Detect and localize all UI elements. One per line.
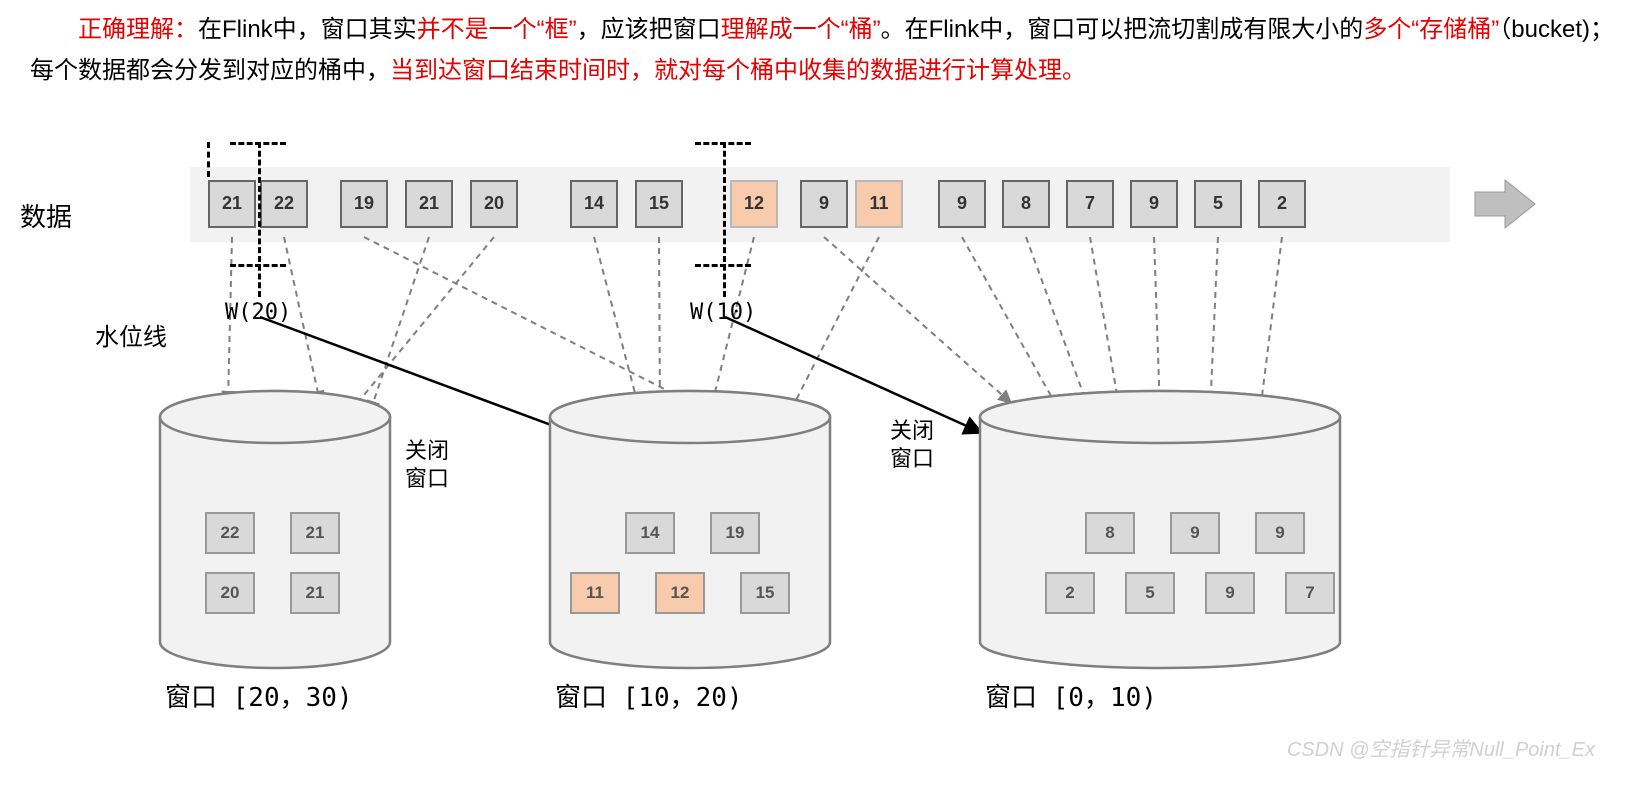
stream-box: 9	[938, 180, 986, 228]
bucket-label: 窗口 [0，10)	[985, 677, 1157, 714]
bucket-cell: 9	[1170, 512, 1220, 554]
csdn-watermark: CSDN @空指针异常Null_Point_Ex	[1287, 733, 1595, 762]
close-window-label: 关闭窗口	[405, 437, 449, 494]
explanation-text: 正确理解：在Flink中，窗口其实并不是一个“框”，应该把窗口理解成一个“桶”。…	[10, 10, 1636, 112]
stream-box: 12	[730, 180, 778, 228]
stream-box: 21	[405, 180, 453, 228]
bucket-cell: 21	[290, 512, 340, 554]
stream-box: 22	[260, 180, 308, 228]
stream-box: 7	[1066, 180, 1114, 228]
bucket-cell: 8	[1085, 512, 1135, 554]
stream-box: 11	[855, 180, 903, 228]
stream-box: 20	[470, 180, 518, 228]
bucket-cell: 9	[1255, 512, 1305, 554]
watermark-w-label: W(10)	[690, 300, 756, 325]
bucket-cell: 9	[1205, 572, 1255, 614]
watermark-w-label: W(20)	[225, 300, 291, 325]
bucket-label: 窗口 [10，20)	[555, 677, 743, 714]
bucket-cell: 22	[205, 512, 255, 554]
bucket-cell: 20	[205, 572, 255, 614]
stream-box: 15	[635, 180, 683, 228]
bucket-cell: 19	[710, 512, 760, 554]
bucket-cell: 21	[290, 572, 340, 614]
stream-box: 8	[1002, 180, 1050, 228]
stream-box: 2	[1258, 180, 1306, 228]
stream-box: 9	[800, 180, 848, 228]
stream-box: 5	[1194, 180, 1242, 228]
stream-box: 9	[1130, 180, 1178, 228]
bucket-cell: 5	[1125, 572, 1175, 614]
bucket-cell: 12	[655, 572, 705, 614]
bucket-cell: 2	[1045, 572, 1095, 614]
bucket-cell: 15	[740, 572, 790, 614]
close-window-label: 关闭窗口	[890, 417, 934, 474]
bucket-cell: 14	[625, 512, 675, 554]
data-label: 数据	[20, 197, 72, 234]
bucket-cell: 7	[1285, 572, 1335, 614]
watermark-label: 水位线	[95, 317, 167, 352]
bucket-cell: 11	[570, 572, 620, 614]
stream-box: 21	[208, 180, 256, 228]
diagram-container: 数据 水位线 2122192120141512911987952	[10, 122, 1610, 762]
bucket-label: 窗口 [20，30)	[165, 677, 353, 714]
stream-box: 19	[340, 180, 388, 228]
stream-box: 14	[570, 180, 618, 228]
